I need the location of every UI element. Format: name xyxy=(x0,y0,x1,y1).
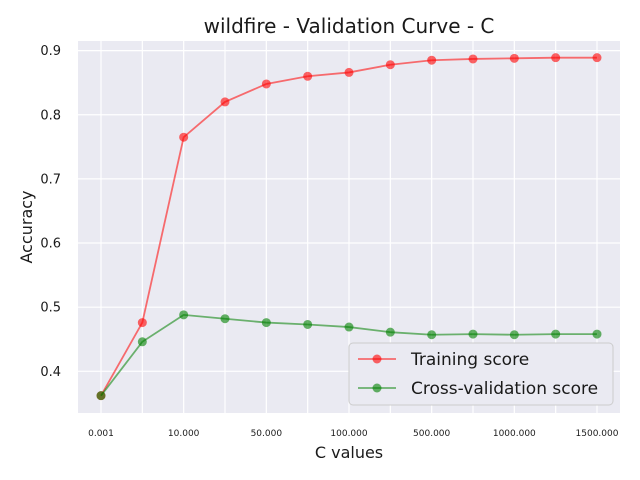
x-tick-label: 1500.000 xyxy=(576,429,619,439)
legend-marker-cv xyxy=(372,383,382,393)
series-0-point xyxy=(303,71,313,81)
y-tick-label: 0.4 xyxy=(40,365,61,380)
series-1-point xyxy=(509,330,519,340)
series-0-point xyxy=(427,55,437,65)
legend-box xyxy=(348,342,614,406)
y-tick-label: 0.8 xyxy=(40,108,61,123)
series-1-point xyxy=(344,322,354,332)
series-0-point xyxy=(344,67,354,77)
series-layer xyxy=(96,53,602,401)
series-1-point xyxy=(220,314,230,324)
x-tick-label: 500.000 xyxy=(413,429,450,439)
series-1-point xyxy=(551,329,561,339)
series-0-point xyxy=(551,53,561,63)
series-1-point xyxy=(303,319,313,329)
x-axis-label: C values xyxy=(315,443,383,462)
x-tick-label: 0.001 xyxy=(88,429,114,439)
series-0-point xyxy=(592,53,602,63)
x-tick-label: 100.000 xyxy=(330,429,367,439)
legend-label-training: Training score xyxy=(410,350,529,370)
series-1-point xyxy=(179,310,189,320)
y-tick-labels: 0.4 0.5 0.6 0.7 0.8 0.9 xyxy=(40,44,61,380)
series-0-point xyxy=(137,318,147,328)
series-1-point xyxy=(385,327,395,337)
x-tick-labels: 0.001 10.000 50.000 100.000 500.000 1000.000 1… xyxy=(88,429,619,439)
y-tick-label: 0.9 xyxy=(40,44,61,59)
y-axis-label: Accuracy xyxy=(17,190,36,263)
y-tick-label: 0.5 xyxy=(40,301,61,316)
series-1-point xyxy=(592,329,602,339)
legend-marker-training xyxy=(372,354,382,364)
series-1-point xyxy=(261,318,271,328)
legend: Training score Cross-validation score xyxy=(348,342,614,406)
x-tick-label: 10.000 xyxy=(168,429,200,439)
series-1-point xyxy=(96,391,106,401)
series-0-point xyxy=(179,132,189,142)
series-0-point xyxy=(385,60,395,70)
y-tick-label: 0.6 xyxy=(40,237,61,252)
x-tick-label: 50.000 xyxy=(251,429,283,439)
series-1-point xyxy=(468,329,478,339)
x-tick-label: 1000.000 xyxy=(493,429,536,439)
y-tick-label: 0.7 xyxy=(40,172,61,187)
series-1-point xyxy=(137,337,147,347)
series-0-point xyxy=(468,54,478,64)
chart-title: wildfire - Validation Curve - C xyxy=(204,14,495,38)
series-0-point xyxy=(220,97,230,107)
series-0-point xyxy=(261,79,271,89)
series-1-point xyxy=(427,330,437,340)
series-0-point xyxy=(509,53,519,63)
legend-label-cv: Cross-validation score xyxy=(411,379,598,399)
